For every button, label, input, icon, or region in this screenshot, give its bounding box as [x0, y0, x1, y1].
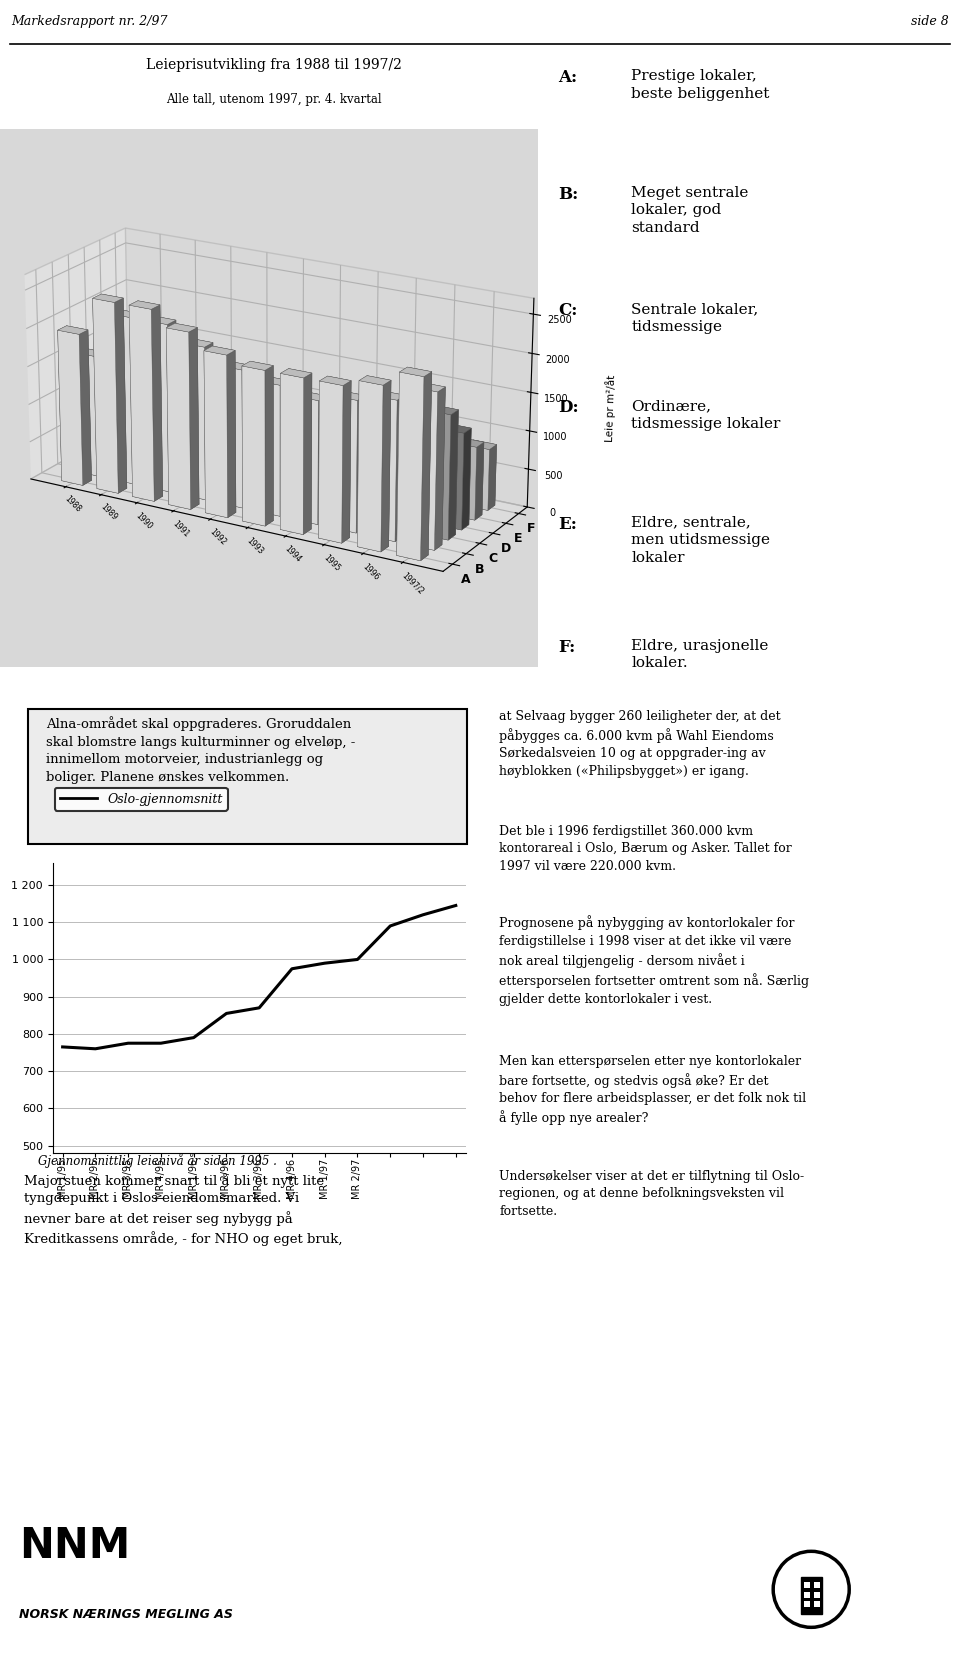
Bar — [801, 1578, 822, 1614]
Text: Det ble i 1996 ferdigstillet 360.000 kvm
kontorareal i Oslo, Bærum og Asker. Tal: Det ble i 1996 ferdigstillet 360.000 kvm… — [499, 825, 792, 873]
Text: Men kan etterspørselen etter nye kontorlokaler
bare fortsette, og stedvis også ø: Men kan etterspørselen etter nye kontorl… — [499, 1055, 806, 1125]
Legend: Oslo-gjennomsnitt: Oslo-gjennomsnitt — [55, 788, 228, 811]
Bar — [814, 1593, 820, 1598]
Text: Alle tall, utenom 1997, pr. 4. kvartal: Alle tall, utenom 1997, pr. 4. kvartal — [166, 93, 381, 106]
Text: at Selvaag bygger 260 leiligheter der, at det
påbygges ca. 6.000 kvm på Wahl Eie: at Selvaag bygger 260 leiligheter der, a… — [499, 710, 780, 778]
Bar — [814, 1581, 820, 1588]
Text: Prognosene på nybygging av kontorlokaler for
ferdigstillelse i 1998 viser at det: Prognosene på nybygging av kontorlokaler… — [499, 916, 809, 1005]
Text: E:: E: — [559, 516, 577, 533]
Bar — [804, 1601, 810, 1606]
Text: Prestige lokaler,
beste beliggenhet: Prestige lokaler, beste beliggenhet — [631, 70, 770, 101]
Text: Eldre, sentrale,
men utidsmessige
lokaler: Eldre, sentrale, men utidsmessige lokale… — [631, 516, 770, 566]
Text: Gjennomsnittlig leienivå år siden 1995 .: Gjennomsnittlig leienivå år siden 1995 . — [38, 1153, 277, 1168]
FancyBboxPatch shape — [28, 708, 467, 843]
Text: Sentrale lokaler,
tidsmessige: Sentrale lokaler, tidsmessige — [631, 302, 758, 333]
Text: Ordinære,
tidsmessige lokaler: Ordinære, tidsmessige lokaler — [631, 400, 780, 431]
Text: B:: B: — [559, 186, 579, 202]
Bar — [814, 1601, 820, 1606]
Text: Leieprisutvikling fra 1988 til 1997/2: Leieprisutvikling fra 1988 til 1997/2 — [146, 58, 401, 73]
Text: Markedsrapport nr. 2/97: Markedsrapport nr. 2/97 — [12, 15, 168, 28]
Text: A:: A: — [559, 70, 578, 86]
Text: D:: D: — [559, 400, 579, 416]
Text: Alna-området skal oppgraderes. Groruddalen
skal blomstre langs kulturminner og e: Alna-området skal oppgraderes. Groruddal… — [46, 717, 356, 785]
Text: side 8: side 8 — [911, 15, 948, 28]
Text: Majorstuen kommer snart til å bli et nytt lite
tyngdepunkt i Oslos eiendomsmarke: Majorstuen kommer snart til å bli et nyt… — [24, 1173, 343, 1246]
Text: F:: F: — [559, 639, 576, 655]
Text: Meget sentrale
lokaler, god
standard: Meget sentrale lokaler, god standard — [631, 186, 749, 236]
Text: C:: C: — [559, 302, 578, 319]
Text: Eldre, urasjonelle
lokaler.: Eldre, urasjonelle lokaler. — [631, 639, 768, 670]
Bar — [804, 1593, 810, 1598]
Text: NNM: NNM — [19, 1525, 131, 1566]
Text: Undersøkelser viser at det er tilflytning til Oslo-
regionen, og at denne befolk: Undersøkelser viser at det er tilflytnin… — [499, 1170, 804, 1218]
Text: NORSK NÆRINGS MEGLING AS: NORSK NÆRINGS MEGLING AS — [19, 1608, 233, 1621]
Bar — [804, 1581, 810, 1588]
